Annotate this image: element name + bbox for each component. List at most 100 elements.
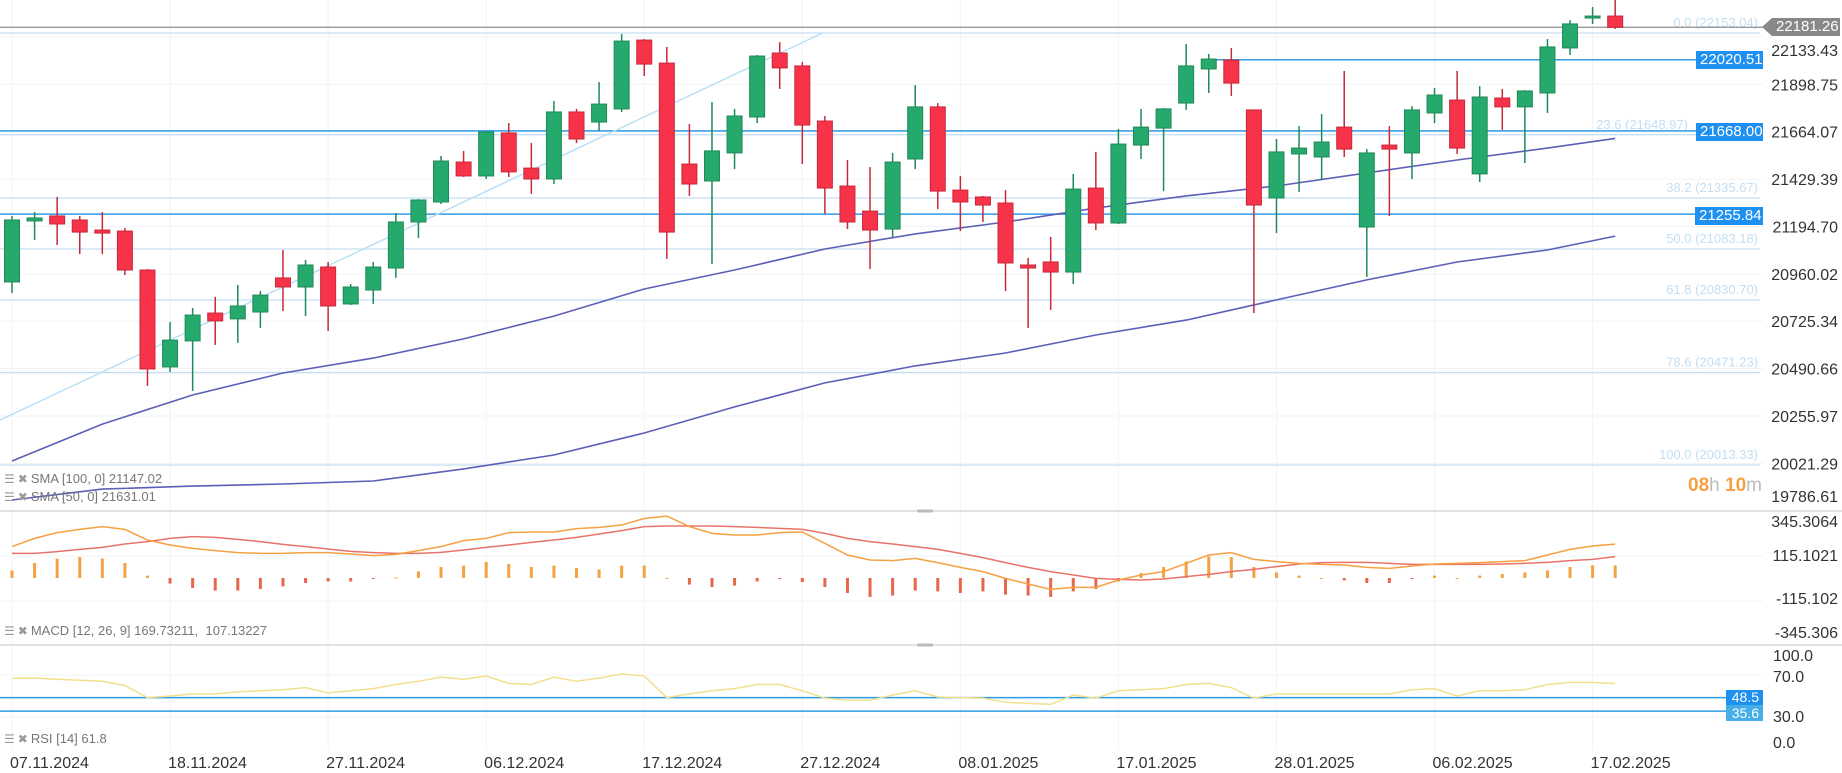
countdown-minutes-unit: m — [1746, 475, 1762, 496]
macd-histogram-bar — [710, 578, 714, 587]
candle-bearish — [71, 215, 88, 255]
candle-bearish — [974, 195, 991, 222]
pane-resize-handle — [917, 643, 933, 647]
settings-menu-icon[interactable]: ☰ — [4, 623, 15, 638]
macd-axis-label: -115.102 — [1776, 591, 1838, 608]
candle-body — [1403, 109, 1420, 154]
rsi-axis-label: 30.0 — [1773, 709, 1804, 726]
candle-body — [1426, 94, 1443, 114]
price-axis-label: 22133.43 — [1771, 43, 1838, 60]
macd-histogram-bar — [755, 578, 759, 582]
fib-level-label: 78.6 (20471.23) — [1666, 355, 1758, 370]
macd-histogram-bar — [33, 563, 37, 578]
macd-signal-line — [12, 525, 1616, 581]
candle-body — [297, 264, 314, 288]
candle-body — [320, 266, 337, 307]
macd-pane — [10, 515, 1617, 597]
hline-tag-21255[interactable]: 21255.84 — [1695, 207, 1763, 225]
rsi-axis-label: 0.0 — [1773, 735, 1795, 752]
legend-macd-text: MACD [12, 26, 9] 169.73211, 107.13227 — [30, 623, 267, 638]
candle-body — [478, 131, 495, 177]
candle-bearish — [862, 167, 879, 270]
close-icon[interactable]: ✖ — [17, 471, 28, 486]
settings-menu-icon[interactable]: ☰ — [4, 471, 15, 486]
settings-menu-icon[interactable]: ☰ — [4, 489, 15, 504]
macd-histogram-bar — [1049, 578, 1053, 597]
candle-body — [116, 230, 133, 271]
price-axis-label: 20725.34 — [1771, 314, 1838, 331]
close-icon[interactable]: ✖ — [17, 623, 28, 638]
macd-axis-label: 115.1021 — [1772, 548, 1838, 565]
candle-body — [252, 294, 269, 313]
macd-histogram-bar — [958, 578, 962, 593]
hline-tag-21668[interactable]: 21668.00 — [1696, 123, 1763, 141]
legend-sma50-text: SMA [50, 0] 21631.01 — [30, 489, 156, 504]
close-icon[interactable]: ✖ — [17, 489, 28, 504]
candle-bearish — [1245, 109, 1262, 314]
candle-bullish — [184, 307, 201, 391]
candle-bearish — [274, 250, 291, 312]
macd-histogram-bar — [642, 565, 646, 578]
rsi-line — [11, 673, 1616, 706]
rsi-line-tag-35[interactable]: 35.6 — [1726, 705, 1763, 721]
close-icon[interactable]: ✖ — [17, 731, 28, 746]
candle-bullish — [1110, 128, 1127, 225]
date-axis-label: 06.02.2025 — [1433, 755, 1513, 772]
candle-body — [1200, 58, 1217, 70]
candle-body — [500, 132, 517, 173]
macd-histogram-bar — [1613, 565, 1617, 578]
macd-histogram-bar — [304, 578, 308, 583]
candle-bearish — [681, 124, 698, 196]
candle-bearish — [94, 212, 111, 255]
candle-bearish — [794, 62, 811, 165]
candle-body — [1133, 126, 1149, 146]
macd-histogram-bar — [845, 578, 849, 593]
price-axis-label: 21429.39 — [1771, 172, 1838, 189]
macd-histogram-bar — [394, 577, 398, 579]
horizontal-lines[interactable] — [0, 26, 1763, 712]
date-axis-label: 07.11.2024 — [10, 755, 89, 772]
candle-body — [1178, 65, 1195, 104]
macd-histogram-bar — [913, 578, 917, 591]
date-axis-label: 08.01.2025 — [958, 755, 1038, 772]
candle-bullish — [297, 259, 314, 317]
rsi-line-tag-48[interactable]: 48.5 — [1726, 690, 1763, 705]
date-axis-label: 18.11.2024 — [168, 755, 247, 772]
candle-body — [884, 161, 901, 230]
candle-body — [433, 160, 450, 203]
candle-body — [71, 219, 88, 233]
price-axis-label: 20960.02 — [1771, 267, 1838, 284]
macd-histogram-bar — [936, 578, 940, 592]
price-axis-label: 21194.70 — [1772, 219, 1838, 236]
macd-histogram-bar — [349, 578, 353, 582]
date-axis-label: 17.01.2025 — [1116, 755, 1196, 772]
candle-body — [929, 106, 946, 192]
settings-menu-icon[interactable]: ☰ — [4, 731, 15, 746]
candle-body — [1042, 261, 1059, 273]
macd-histogram-bar — [778, 578, 782, 579]
hline-tag-22020[interactable]: 22020.51 — [1696, 51, 1763, 69]
candle-bearish — [1020, 257, 1037, 328]
candle-bullish — [342, 283, 359, 305]
candle-bearish — [1042, 236, 1059, 311]
trend-line[interactable] — [0, 32, 823, 421]
candle-bearish — [1449, 70, 1466, 154]
candle-bearish — [771, 42, 788, 89]
candle-bearish — [523, 143, 540, 194]
candle-bearish — [500, 123, 517, 177]
fib-level-label: 0.0 (22153.04) — [1673, 15, 1758, 30]
candle-body — [568, 111, 585, 140]
candle-body — [26, 217, 43, 222]
macd-histogram-bar — [439, 567, 443, 578]
macd-histogram-bar — [1410, 578, 1414, 579]
candle-body — [387, 221, 404, 269]
macd-histogram-bar — [1455, 578, 1459, 579]
candle-body — [952, 189, 969, 203]
candle-bullish — [613, 34, 630, 112]
macd-histogram-bar — [1320, 578, 1324, 579]
candle-bearish — [1336, 70, 1353, 157]
macd-histogram-bar — [1591, 565, 1595, 578]
current-price-tag: 22181.26 — [1772, 18, 1840, 36]
macd-histogram-bar — [597, 569, 601, 578]
